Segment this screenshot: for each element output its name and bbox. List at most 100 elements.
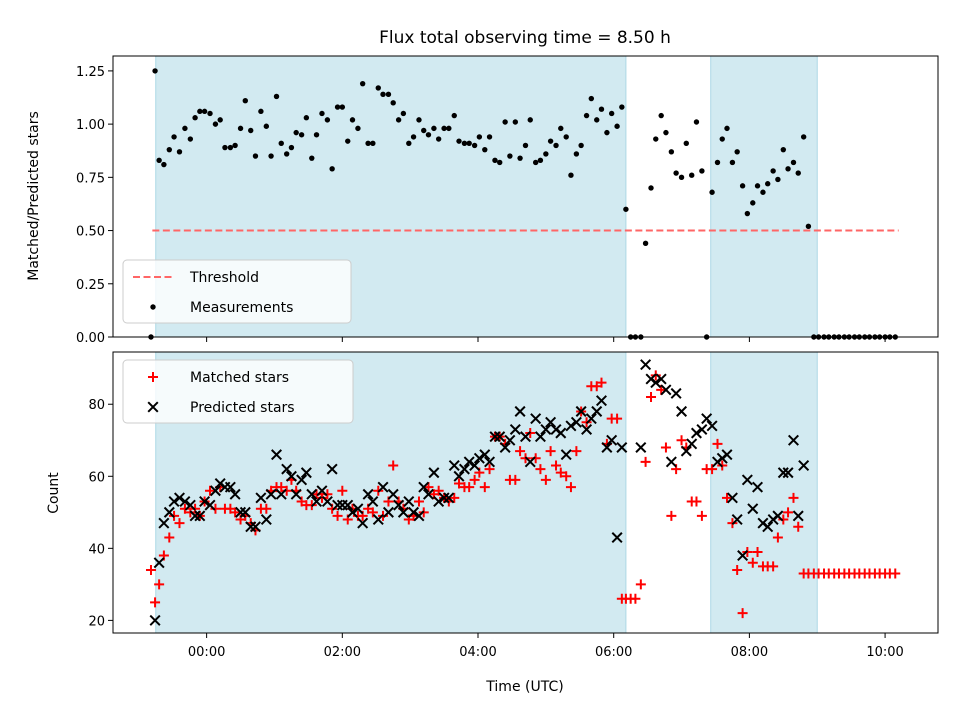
counts-matched-stars-point	[145, 564, 156, 575]
counts-predicted-stars-point	[701, 413, 713, 425]
counts-matched-stars-point	[612, 413, 623, 424]
counts-predicted-stars-point	[393, 499, 405, 511]
counts-predicted-stars-point	[433, 495, 445, 508]
counts-predicted-stars-point	[479, 449, 491, 461]
ratio-measurements-point	[790, 159, 797, 166]
ratio-legend-measurements-label: Measurements	[190, 300, 293, 316]
ratio-measurements-point	[492, 157, 498, 164]
counts-predicted-stars-point	[163, 506, 175, 518]
ratio-measurements-point	[729, 159, 736, 166]
ratio-measurements-point	[232, 142, 238, 149]
counts-matched-stars-point	[565, 482, 576, 493]
counts-axes-frame	[112, 351, 939, 634]
counts-matched-stars-point	[793, 521, 804, 532]
ratio-legend-threshold-label: Threshold	[189, 270, 259, 286]
counts-matched-stars-point	[316, 492, 327, 503]
ratio-measurements-point	[719, 136, 725, 142]
ratio-measurements-point	[192, 115, 198, 121]
ratio-measurements-point	[329, 166, 335, 172]
counts-predicted-stars-point	[281, 463, 293, 475]
counts-predicted-stars-point	[453, 470, 465, 482]
counts-matched-stars-point	[640, 456, 651, 467]
counts-predicted-stars-point	[792, 510, 804, 522]
ratio-measurements-point	[608, 110, 615, 117]
ratio-measurements-point	[750, 200, 756, 206]
counts-predicted-stars-point	[357, 517, 369, 529]
ratio-measurements-point	[795, 170, 801, 176]
counts-matched-stars-point	[530, 453, 541, 464]
counts-predicted-stars-point	[382, 506, 394, 518]
ratio-measurements-point	[583, 112, 590, 119]
counts-matched-stars-point	[561, 471, 572, 482]
counts-predicted-stars-point	[168, 495, 180, 508]
counts-matched-stars-point	[510, 474, 521, 485]
ratio-y-tick-label: 0.00	[76, 331, 105, 346]
counts-predicted-stars-point	[403, 495, 415, 508]
ratio-measurements-point	[156, 157, 162, 164]
ratio-measurements-point	[678, 174, 685, 181]
ratio-measurements-point	[502, 119, 508, 125]
counts-matched-stars-point	[150, 597, 161, 608]
ratio-measurements-point	[594, 117, 600, 123]
counts-predicted-stars-point	[387, 488, 399, 500]
ratio-measurements-point	[273, 93, 280, 100]
ratio-measurements-point	[390, 100, 396, 106]
x-tick-label: 06:00	[595, 645, 632, 660]
ratio-measurements-point	[623, 206, 629, 212]
counts-predicted-stars-point	[565, 420, 577, 432]
ratio-measurements-point	[648, 185, 654, 191]
x-tick-label: 00:00	[188, 645, 225, 660]
counts-predicted-stars-point	[311, 495, 323, 508]
counts-predicted-stars-point	[377, 481, 389, 493]
counts-predicted-stars-point	[260, 514, 272, 526]
ratio-measurements-point	[446, 125, 452, 132]
ratio-measurements-point	[619, 104, 625, 110]
counts-predicted-stars-point	[504, 434, 516, 446]
counts-matched-stars-point	[164, 532, 175, 543]
ratio-y-tick-label: 1.25	[76, 65, 105, 80]
counts-y-tick-label: 80	[88, 398, 105, 413]
counts-predicted-stars-point	[332, 499, 344, 511]
counts-predicted-stars-point	[153, 557, 165, 569]
ratio-measurements-point	[303, 115, 310, 121]
counts-predicted-stars-point	[782, 467, 794, 479]
counts-predicted-stars-point	[798, 459, 810, 471]
ratio-measurements-point	[780, 146, 787, 153]
ratio-measurements-point	[355, 125, 361, 132]
counts-predicted-stars-point	[249, 521, 261, 533]
ratio-measurements-point	[765, 181, 771, 187]
counts-predicted-stars-point	[741, 474, 753, 486]
ratio-measurements-point	[293, 129, 299, 136]
counts-predicted-stars-point	[616, 441, 628, 453]
counts-predicted-stars-point	[184, 499, 196, 511]
ratio-measurements-point	[345, 138, 351, 144]
counts-matched-stars-point	[230, 507, 241, 518]
ratio-measurements-point	[739, 183, 746, 189]
counts-predicted-stars-point	[731, 514, 743, 526]
counts-matched-stars-point	[752, 546, 763, 557]
counts-predicted-stars-point	[189, 510, 201, 522]
counts-predicted-stars-point	[458, 463, 470, 475]
ratio-measurements-point	[563, 134, 569, 140]
ratio-measurements-point	[227, 144, 234, 151]
counts-predicted-stars-point	[397, 506, 409, 518]
counts-legend-frame	[122, 359, 354, 424]
counts-matched-stars-point	[772, 532, 783, 543]
ratio-measurements-point	[517, 155, 523, 161]
ratio-measurements-point	[709, 189, 715, 195]
ratio-measurements-point	[578, 142, 584, 149]
x-axis-label: Time (UTC)	[485, 679, 563, 695]
counts-predicted-stars-point	[443, 492, 455, 504]
ratio-measurements-point	[283, 151, 290, 157]
counts-predicted-stars-point	[275, 488, 287, 500]
counts-matched-stars-point	[484, 464, 495, 475]
ratio-measurements-point	[683, 140, 689, 146]
chart-title: Flux total observing time = 8.50 h	[379, 28, 671, 48]
ratio-measurements-point	[313, 132, 320, 138]
counts-matched-stars-point	[737, 608, 748, 619]
ratio-measurements-point	[451, 112, 457, 119]
counts-predicted-stars-point	[321, 495, 333, 508]
counts-legend: Matched stars Predicted stars	[122, 359, 354, 424]
x-tick-label: 02:00	[324, 645, 361, 660]
